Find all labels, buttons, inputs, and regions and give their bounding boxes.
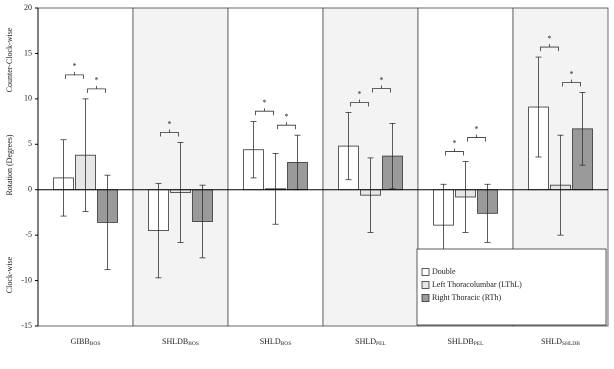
significance-bracket xyxy=(372,85,391,93)
x-tick-label: SHLDBOS xyxy=(260,337,292,347)
y-axis-label: Counter-Clock-wise xyxy=(5,27,14,92)
x-tick-label: SHLDBPEL xyxy=(447,337,484,347)
significance-label: * xyxy=(263,98,267,107)
significance-label: * xyxy=(358,89,362,98)
legend-swatch xyxy=(421,281,430,289)
error-bar xyxy=(82,98,89,212)
significance-label: * xyxy=(570,69,574,78)
category-name: SHLD xyxy=(355,337,376,346)
significance-label: * xyxy=(548,34,552,43)
significance-bracket xyxy=(65,71,84,79)
error-bar xyxy=(60,139,67,217)
y-tick-label: 0 xyxy=(28,185,32,194)
y-tick-label: 20 xyxy=(24,3,32,12)
y-tick-label: -15 xyxy=(21,321,32,330)
significance-bracket xyxy=(277,122,296,130)
significance-bracket xyxy=(540,44,559,52)
significance-label: * xyxy=(73,62,77,71)
significance-bracket xyxy=(87,85,106,93)
significance-bracket xyxy=(350,99,369,107)
significance-label: * xyxy=(285,112,289,121)
y-tick-label: 10 xyxy=(24,94,32,103)
significance-bracket xyxy=(160,129,179,137)
x-tick-label: SHLDSHLDB xyxy=(541,337,580,347)
category-subscript: SHLDB xyxy=(562,341,580,347)
significance-bracket xyxy=(255,108,274,116)
category-subscript: PEL xyxy=(376,341,386,347)
y-tick-label: -10 xyxy=(21,275,32,284)
error-bar xyxy=(579,92,586,166)
legend-label: Double xyxy=(432,267,456,276)
y-axis-label: Rotation (Degrees) xyxy=(5,134,14,195)
legend-label: Left Thoracolumbar (LThL) xyxy=(432,280,522,289)
significance-label: * xyxy=(475,124,479,133)
error-bar xyxy=(104,174,111,271)
error-bar xyxy=(199,184,206,259)
legend-swatch xyxy=(421,294,430,302)
category-name: SHLD xyxy=(541,337,562,346)
error-bar xyxy=(250,121,257,179)
category-subscript: BOS xyxy=(281,341,292,347)
y-tick-label: 5 xyxy=(28,139,32,148)
legend: Double Left Thoracolumbar (LThL) Right Tho… xyxy=(416,248,607,326)
error-bar xyxy=(177,142,184,243)
significance-label: * xyxy=(168,119,172,128)
y-axis-label: Clock-wise xyxy=(5,256,14,293)
significance-label: * xyxy=(380,75,384,84)
error-bar xyxy=(462,161,469,233)
error-bar xyxy=(345,112,352,181)
category-name: SHLD xyxy=(260,337,281,346)
significance-bracket xyxy=(562,79,581,87)
x-tick-label: SHLDBBOS xyxy=(162,337,199,347)
y-tick-label: 15 xyxy=(24,48,32,57)
error-bar xyxy=(484,183,491,243)
category-subscript: PEL xyxy=(474,341,484,347)
error-bar xyxy=(557,134,564,236)
error-bar xyxy=(367,157,374,233)
category-subscript: BOS xyxy=(90,341,101,347)
significance-label: * xyxy=(95,76,99,85)
legend-label: Right Thoracic (RTh) xyxy=(432,293,501,302)
legend-box xyxy=(416,248,607,326)
category-subscript: BOS xyxy=(188,341,199,347)
x-tick-label: SHLDPEL xyxy=(355,337,386,347)
significance-bracket xyxy=(445,148,464,156)
y-tick-label: -5 xyxy=(25,230,32,239)
category-name: SHLDB xyxy=(447,337,473,346)
error-bar xyxy=(272,152,279,225)
error-bar xyxy=(389,122,396,190)
significance-label: * xyxy=(453,138,457,147)
category-name: GIBB xyxy=(71,337,90,346)
significance-bracket xyxy=(467,134,486,142)
error-bar xyxy=(535,56,542,158)
legend-swatch xyxy=(421,268,430,276)
error-bar xyxy=(155,182,162,279)
category-name: SHLDB xyxy=(162,337,188,346)
x-tick-label: GIBBBOS xyxy=(71,337,101,347)
